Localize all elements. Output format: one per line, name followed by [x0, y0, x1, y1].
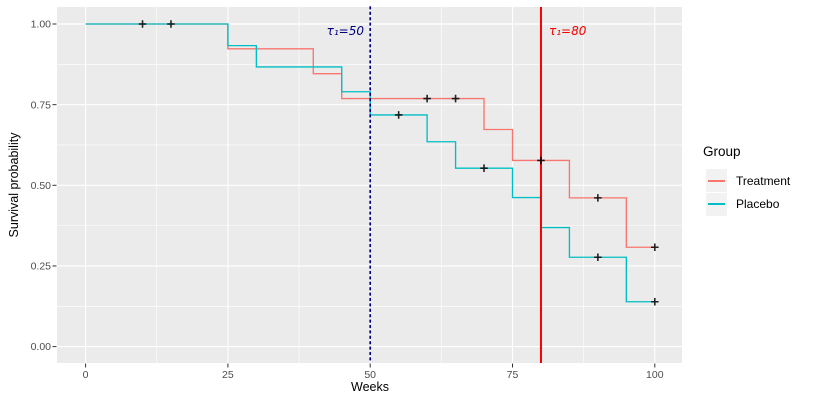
legend-item-treatment: Treatment	[706, 169, 815, 193]
legend-title: Group	[703, 144, 741, 159]
legend: Group Treatment Placebo	[695, 144, 815, 216]
legend-key-treatment	[706, 169, 727, 193]
legend-key-placebo	[706, 192, 727, 216]
treatment-line-swatch-icon	[708, 179, 725, 182]
svg-text:50: 50	[364, 369, 376, 381]
tau-80-label: τ₁=80	[549, 24, 587, 38]
svg-text:0.75: 0.75	[31, 99, 52, 111]
tau-50-label: τ₁=50	[326, 24, 364, 38]
legend-label-treatment: Treatment	[736, 173, 791, 188]
legend-label-placebo: Placebo	[736, 197, 780, 212]
svg-text:1.00: 1.00	[31, 19, 52, 31]
svg-text:100: 100	[646, 369, 664, 381]
placebo-line-swatch-icon	[708, 203, 725, 206]
svg-text:0.50: 0.50	[31, 180, 52, 192]
svg-text:0.00: 0.00	[31, 341, 52, 353]
x-axis-title: Weeks	[351, 380, 389, 394]
svg-text:25: 25	[222, 369, 234, 381]
svg-text:0.25: 0.25	[31, 261, 52, 273]
y-axis-title: Survival probability	[7, 132, 21, 238]
legend-item-placebo: Placebo	[706, 192, 815, 217]
svg-text:0: 0	[83, 369, 89, 381]
svg-text:75: 75	[507, 369, 519, 381]
